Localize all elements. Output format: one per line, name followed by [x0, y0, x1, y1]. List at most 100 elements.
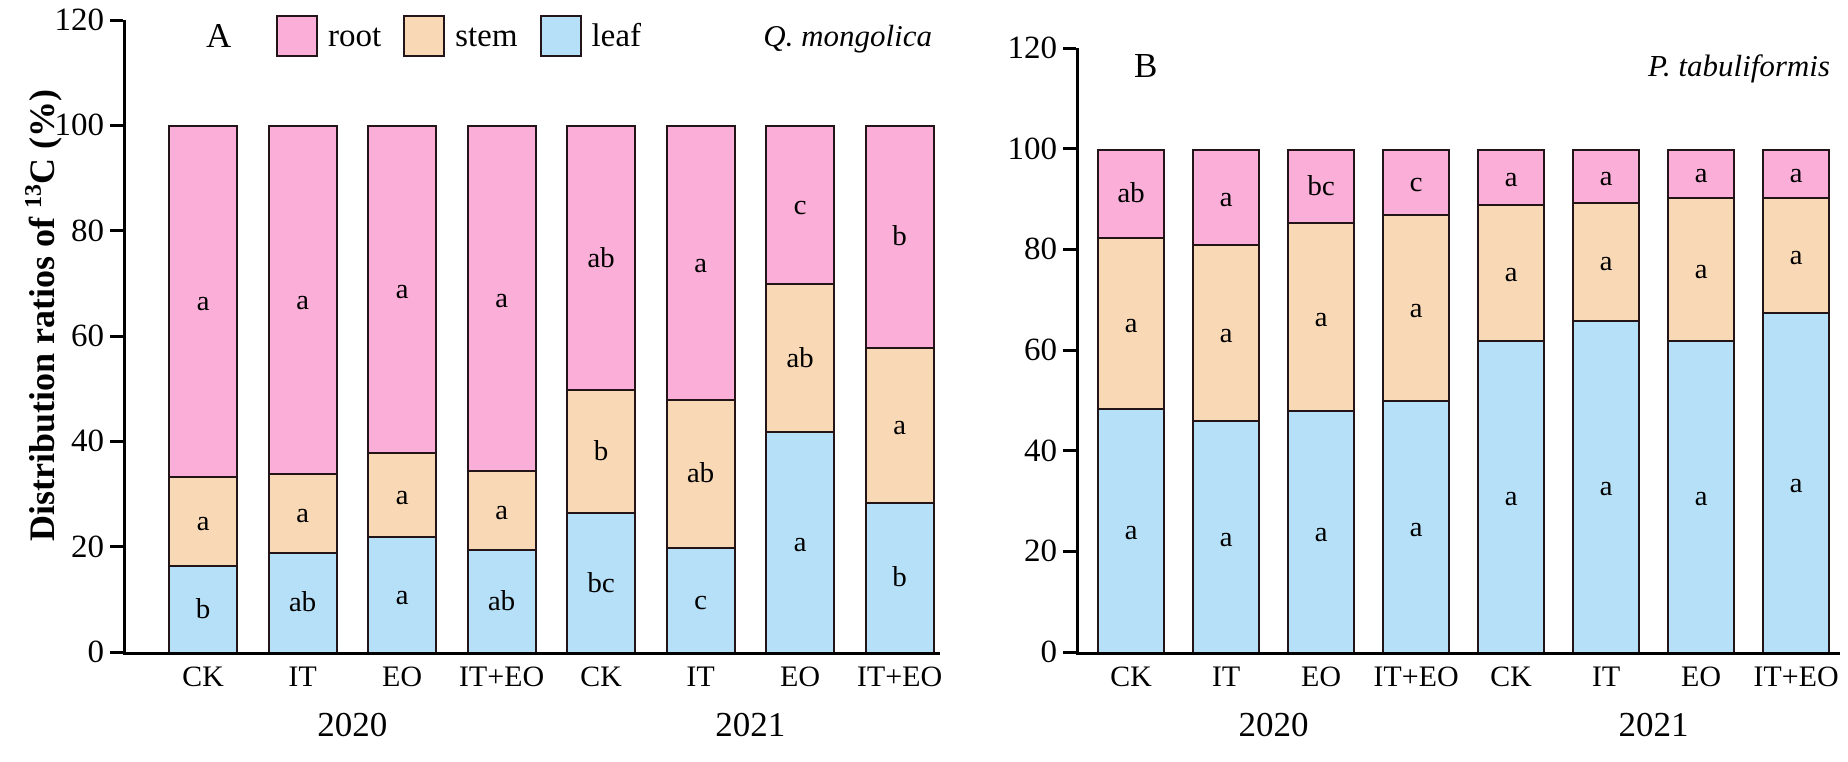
legend-label-leaf: leaf	[591, 17, 641, 54]
significance-letter: a	[1599, 470, 1613, 503]
legend-label-stem: stem	[455, 17, 518, 54]
bar-segment-leaf: a	[1667, 339, 1735, 652]
significance-letter: b	[892, 561, 907, 594]
y-axis-tick-mark	[110, 439, 123, 443]
y-axis-tick-label: 80	[1024, 231, 1057, 268]
significance-letter: a	[694, 246, 707, 279]
year-group-label: 2020	[317, 705, 388, 744]
y-axis-tick-label: 40	[71, 423, 104, 460]
x-axis-category-label: CK	[1490, 660, 1532, 693]
bar-segment-stem: a	[1477, 204, 1545, 340]
bar-segment-stem: a	[466, 470, 537, 550]
bar-segment-stem: a	[168, 475, 238, 566]
bar-segment-leaf: a	[1572, 319, 1640, 652]
bar-segment-root: c	[1382, 148, 1450, 215]
plot-area-panel-b: B P. tabuliformis 0 20 40 60 80 100 120 a a ab CK a…	[1008, 32, 1840, 742]
significance-letter: b	[195, 593, 211, 626]
stacked-bar-it-eo-2021: a a a	[1762, 148, 1830, 652]
y-axis-tick-mark	[110, 650, 123, 654]
significance-letter: a	[1504, 480, 1518, 513]
significance-letter: a	[1694, 252, 1708, 285]
significance-letter: ab	[487, 585, 516, 618]
significance-letter: a	[495, 282, 508, 315]
root-swatch-icon	[276, 15, 318, 57]
y-axis-tick-label: 60	[1024, 332, 1057, 368]
y-axis-tick-mark	[1063, 46, 1076, 50]
legend-label-root: root	[328, 17, 382, 54]
year-group-label: 2021	[715, 705, 786, 744]
bar-segment-stem: a	[1667, 196, 1735, 340]
bar-segment-root: a	[1572, 148, 1640, 202]
plot-area-panel-a: A Q. mongolica root stem leaf 0 20 40 60 80 1…	[55, 4, 943, 743]
y-axis-tick-mark	[110, 18, 123, 22]
significance-letter: a	[395, 578, 409, 611]
panel-b-letter: B	[1134, 46, 1158, 85]
significance-letter: a	[1694, 157, 1708, 190]
year-group-label: 2020	[1238, 705, 1309, 744]
bar-segment-stem: b	[566, 388, 636, 513]
bar-segment-leaf: a	[1382, 400, 1450, 652]
y-axis-tick-mark	[110, 123, 123, 127]
significance-letter: a	[1124, 306, 1138, 339]
stacked-bar-ck-2020: a a ab	[1097, 148, 1165, 652]
significance-letter: a	[1314, 300, 1328, 333]
bar-segment-stem: a	[864, 346, 935, 502]
y-axis-tick-label: 80	[71, 212, 104, 249]
bar-segment-root: ab	[566, 125, 636, 389]
significance-letter: a	[1599, 245, 1613, 278]
significance-letter: a	[196, 284, 210, 317]
y-axis-tick-mark	[1063, 549, 1076, 553]
bar-segment-root: a	[1192, 148, 1260, 245]
significance-letter: a	[1314, 515, 1328, 548]
bar-segment-root: a	[367, 125, 437, 452]
significance-letter: a	[1789, 157, 1803, 190]
bar-segment-stem: a	[1192, 244, 1260, 421]
species-label-b: P. tabuliformis	[1647, 48, 1830, 83]
y-axis-title-prefix: Distribution ratios of	[22, 208, 62, 541]
y-axis-tick-label: 100	[1007, 130, 1058, 167]
y-axis-tick-mark	[1063, 247, 1076, 251]
bar-segment-stem: a	[1572, 201, 1640, 320]
bar-segment-stem: a	[1287, 221, 1355, 411]
y-axis-tick-mark	[110, 545, 123, 549]
significance-letter: a	[793, 525, 807, 558]
y-axis-tick-label: 20	[71, 528, 104, 565]
stacked-bar-it-2021: a a a	[1572, 148, 1640, 652]
bar-segment-leaf: bc	[566, 512, 636, 652]
significance-letter: a	[296, 283, 309, 316]
stacked-bar-eo-2021: a a a	[1667, 148, 1735, 652]
stacked-bar-it-2020: a a a	[1192, 148, 1260, 652]
bar-segment-root: b	[864, 125, 935, 347]
significance-letter: a	[1599, 159, 1613, 192]
significance-letter: a	[1789, 238, 1803, 271]
significance-letter: bc	[587, 566, 615, 599]
bar-segment-root: a	[1667, 148, 1735, 197]
significance-letter: a	[395, 478, 409, 511]
legend-item-leaf: leaf	[539, 15, 641, 57]
significance-letter: c	[793, 188, 807, 221]
stacked-bar-eo-2020: a a a	[367, 125, 437, 652]
bar-segment-stem: a	[1382, 214, 1450, 401]
significance-letter: a	[1219, 181, 1233, 214]
x-axis-category-label: IT	[288, 660, 317, 693]
bar-segment-stem: a	[267, 472, 338, 552]
bar-segment-leaf: a	[1192, 420, 1260, 652]
y-axis-tick-label: 100	[54, 107, 105, 144]
x-axis-category-label: CK	[580, 660, 622, 693]
stacked-bar-it-2020: ab a a	[267, 125, 338, 652]
x-axis-category-label: IT	[1591, 660, 1621, 693]
legend-item-stem: stem	[403, 15, 518, 57]
significance-letter: a	[395, 273, 409, 306]
legend: root stem leaf	[276, 15, 641, 57]
y-axis-tick-label: 120	[1007, 30, 1058, 66]
y-axis-tick-mark	[110, 229, 123, 233]
stacked-bar-it-eo-2021: b a b	[864, 125, 935, 652]
x-axis-category-label: EO	[780, 660, 820, 693]
significance-letter: a	[296, 496, 309, 529]
bar-segment-leaf: a	[1762, 312, 1830, 652]
significance-letter: ab	[786, 341, 814, 374]
species-label-a: Q. mongolica	[763, 18, 932, 53]
x-axis-category-label: IT+EO	[1373, 660, 1459, 693]
x-axis-category-label: IT	[1211, 660, 1241, 693]
